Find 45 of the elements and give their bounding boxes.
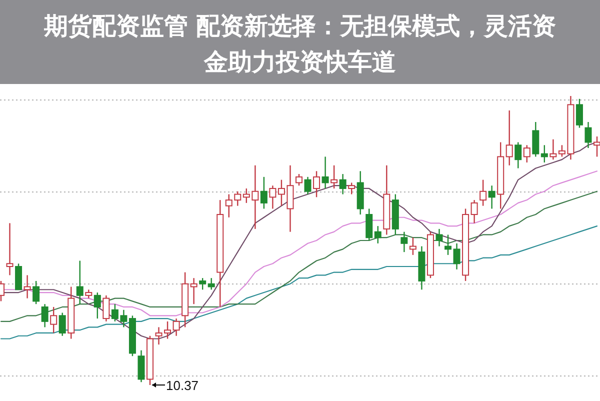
candlestick	[514, 142, 522, 169]
candlestick	[322, 156, 329, 190]
candlestick	[102, 294, 110, 322]
candlestick	[172, 318, 180, 336]
candlestick	[50, 306, 58, 334]
candlestick	[313, 170, 320, 198]
candlestick	[330, 164, 338, 190]
candlestick	[58, 312, 66, 336]
candlestick	[550, 138, 557, 160]
candlestick	[374, 225, 382, 244]
candlestick	[540, 144, 548, 164]
candlestick	[453, 242, 460, 270]
candlestick	[15, 263, 22, 290]
candlestick	[32, 280, 40, 305]
candlestick	[76, 260, 84, 305]
candlestick	[24, 274, 31, 299]
candlestick	[436, 228, 443, 247]
candlestick	[576, 98, 583, 128]
candlestick	[41, 303, 48, 328]
candlestick	[480, 179, 487, 206]
candlestick	[190, 277, 198, 305]
candlestick	[269, 184, 276, 210]
candlestick	[94, 292, 101, 320]
candlestick	[6, 222, 14, 276]
candlestick	[348, 182, 356, 195]
candlestick	[339, 173, 346, 195]
candlestick	[506, 110, 513, 166]
candlestick	[532, 121, 540, 158]
candlestick	[488, 184, 496, 210]
candlestick	[304, 176, 312, 195]
candlestick	[470, 199, 478, 224]
candlestick	[199, 277, 206, 290]
chart-title: 期货配资监管 配资新选择：无担保模式，灵活资金助力投资快车道	[42, 12, 556, 76]
candlestick	[594, 136, 600, 158]
candlestick	[444, 234, 452, 256]
candlestick	[409, 237, 416, 256]
candlestick	[366, 208, 373, 242]
annotation: 10.37	[166, 378, 199, 393]
candlestick	[584, 121, 592, 149]
candlestick	[260, 176, 268, 210]
candlestick	[296, 173, 302, 186]
candlestick	[138, 350, 145, 383]
candlestick	[208, 277, 215, 290]
candlestick	[400, 231, 408, 253]
candlestick	[523, 144, 530, 164]
